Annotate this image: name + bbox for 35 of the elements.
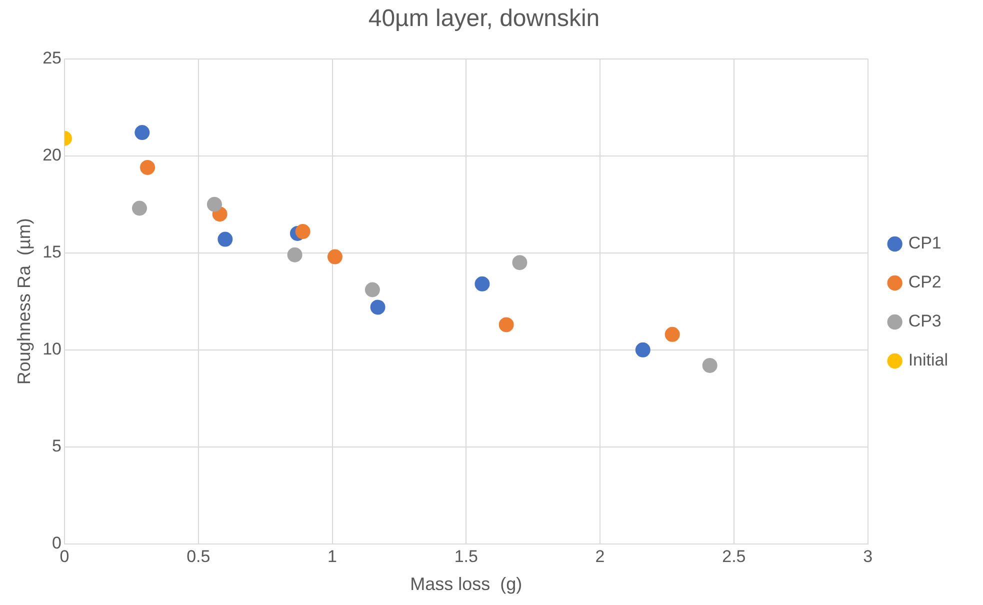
x-axis-title: Mass loss (g) <box>410 574 522 594</box>
point <box>364 282 380 298</box>
x-tick-label: 0.5 <box>186 546 210 566</box>
point <box>635 342 650 358</box>
point <box>140 160 156 175</box>
point <box>132 200 147 216</box>
chart-title: 40µm layer, downskin <box>368 5 600 32</box>
y-tick-label: 25 <box>42 48 62 68</box>
point <box>218 232 233 247</box>
legend-label: CP3 <box>908 312 942 331</box>
point <box>498 317 514 332</box>
y-tick-label: 15 <box>42 242 62 262</box>
point <box>664 326 680 342</box>
legend-label: Initial <box>908 350 948 370</box>
point <box>474 276 490 292</box>
point <box>287 247 302 262</box>
point <box>327 249 342 264</box>
legend-label: CP1 <box>908 234 942 253</box>
x-tick-label: 2.5 <box>722 546 746 566</box>
point <box>370 300 386 315</box>
point <box>512 255 528 270</box>
y-tick-label: 10 <box>42 340 62 359</box>
y-tick-label: 5 <box>52 436 62 456</box>
point <box>295 224 310 240</box>
point <box>134 125 150 140</box>
x-tick-label: 2 <box>595 546 605 566</box>
x-tick-label: 1 <box>328 546 338 566</box>
x-tick-label: 1.5 <box>454 546 478 566</box>
x-tick-label: 3 <box>863 546 873 566</box>
y-axis-title: Roughness Ra (µm) <box>14 218 34 385</box>
point <box>206 196 222 212</box>
y-tick-label: 20 <box>42 146 62 165</box>
point <box>702 358 718 373</box>
y-tick-label: 0 <box>52 534 62 553</box>
legend-label: CP2 <box>908 272 942 292</box>
